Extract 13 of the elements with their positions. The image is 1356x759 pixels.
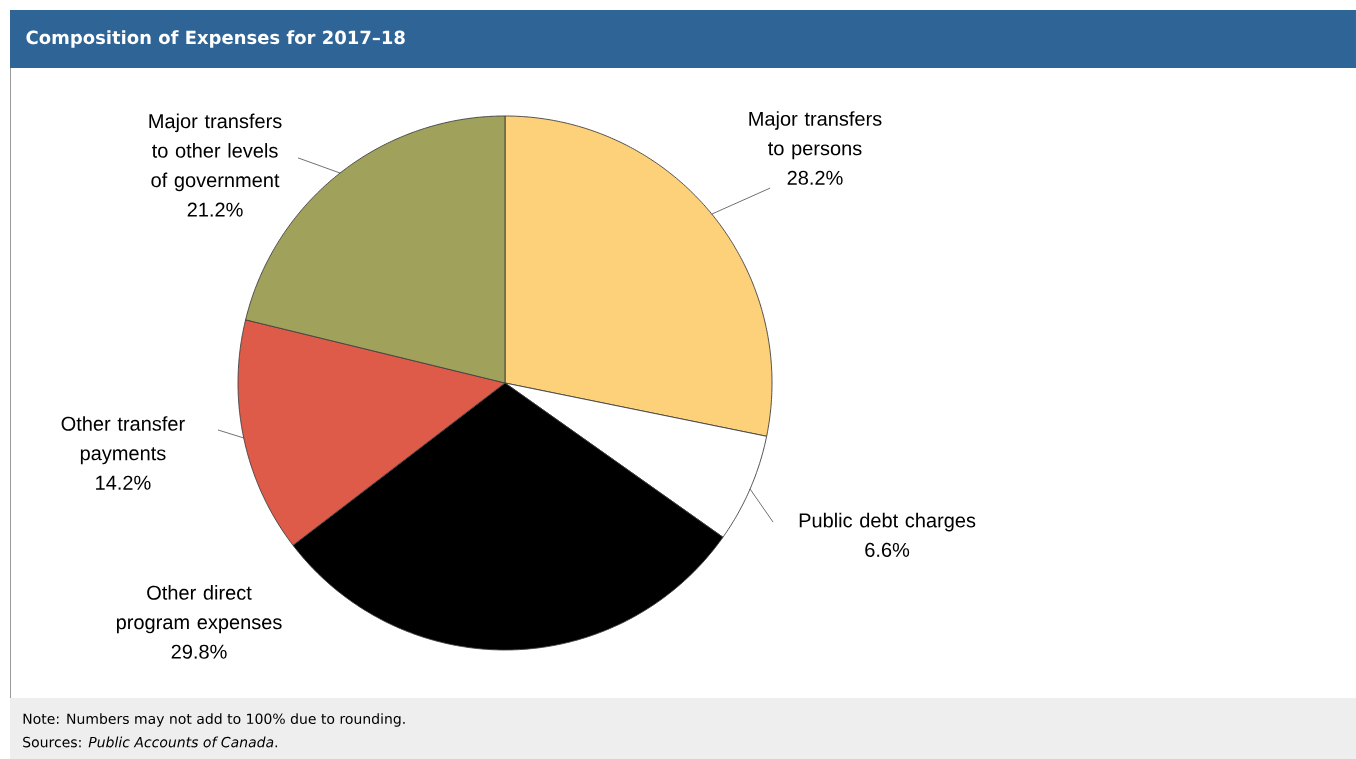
data-label: 28.2% xyxy=(787,170,843,185)
data-label: 6.6% xyxy=(865,542,910,557)
data-label: 21.2% xyxy=(187,202,243,217)
chart-title: Composition of Expenses for 2017–18 xyxy=(26,30,405,48)
slice-label: Public debt charges xyxy=(799,512,976,532)
slice-label: Other direct program expenses xyxy=(116,585,282,634)
slice-label: Major transfers to persons xyxy=(749,111,882,160)
legend-label: Other transfer payments xyxy=(61,416,185,465)
data-label: 14.2% xyxy=(96,475,151,490)
slice-label: Major transfers to other levels of government xyxy=(149,113,282,192)
text: Note: Numbers may not add to 100% due to rounding. xyxy=(23,713,405,727)
source-note: Sources: Public Accounts of Canada. xyxy=(23,736,278,748)
data-label: 29.8% xyxy=(171,644,227,659)
